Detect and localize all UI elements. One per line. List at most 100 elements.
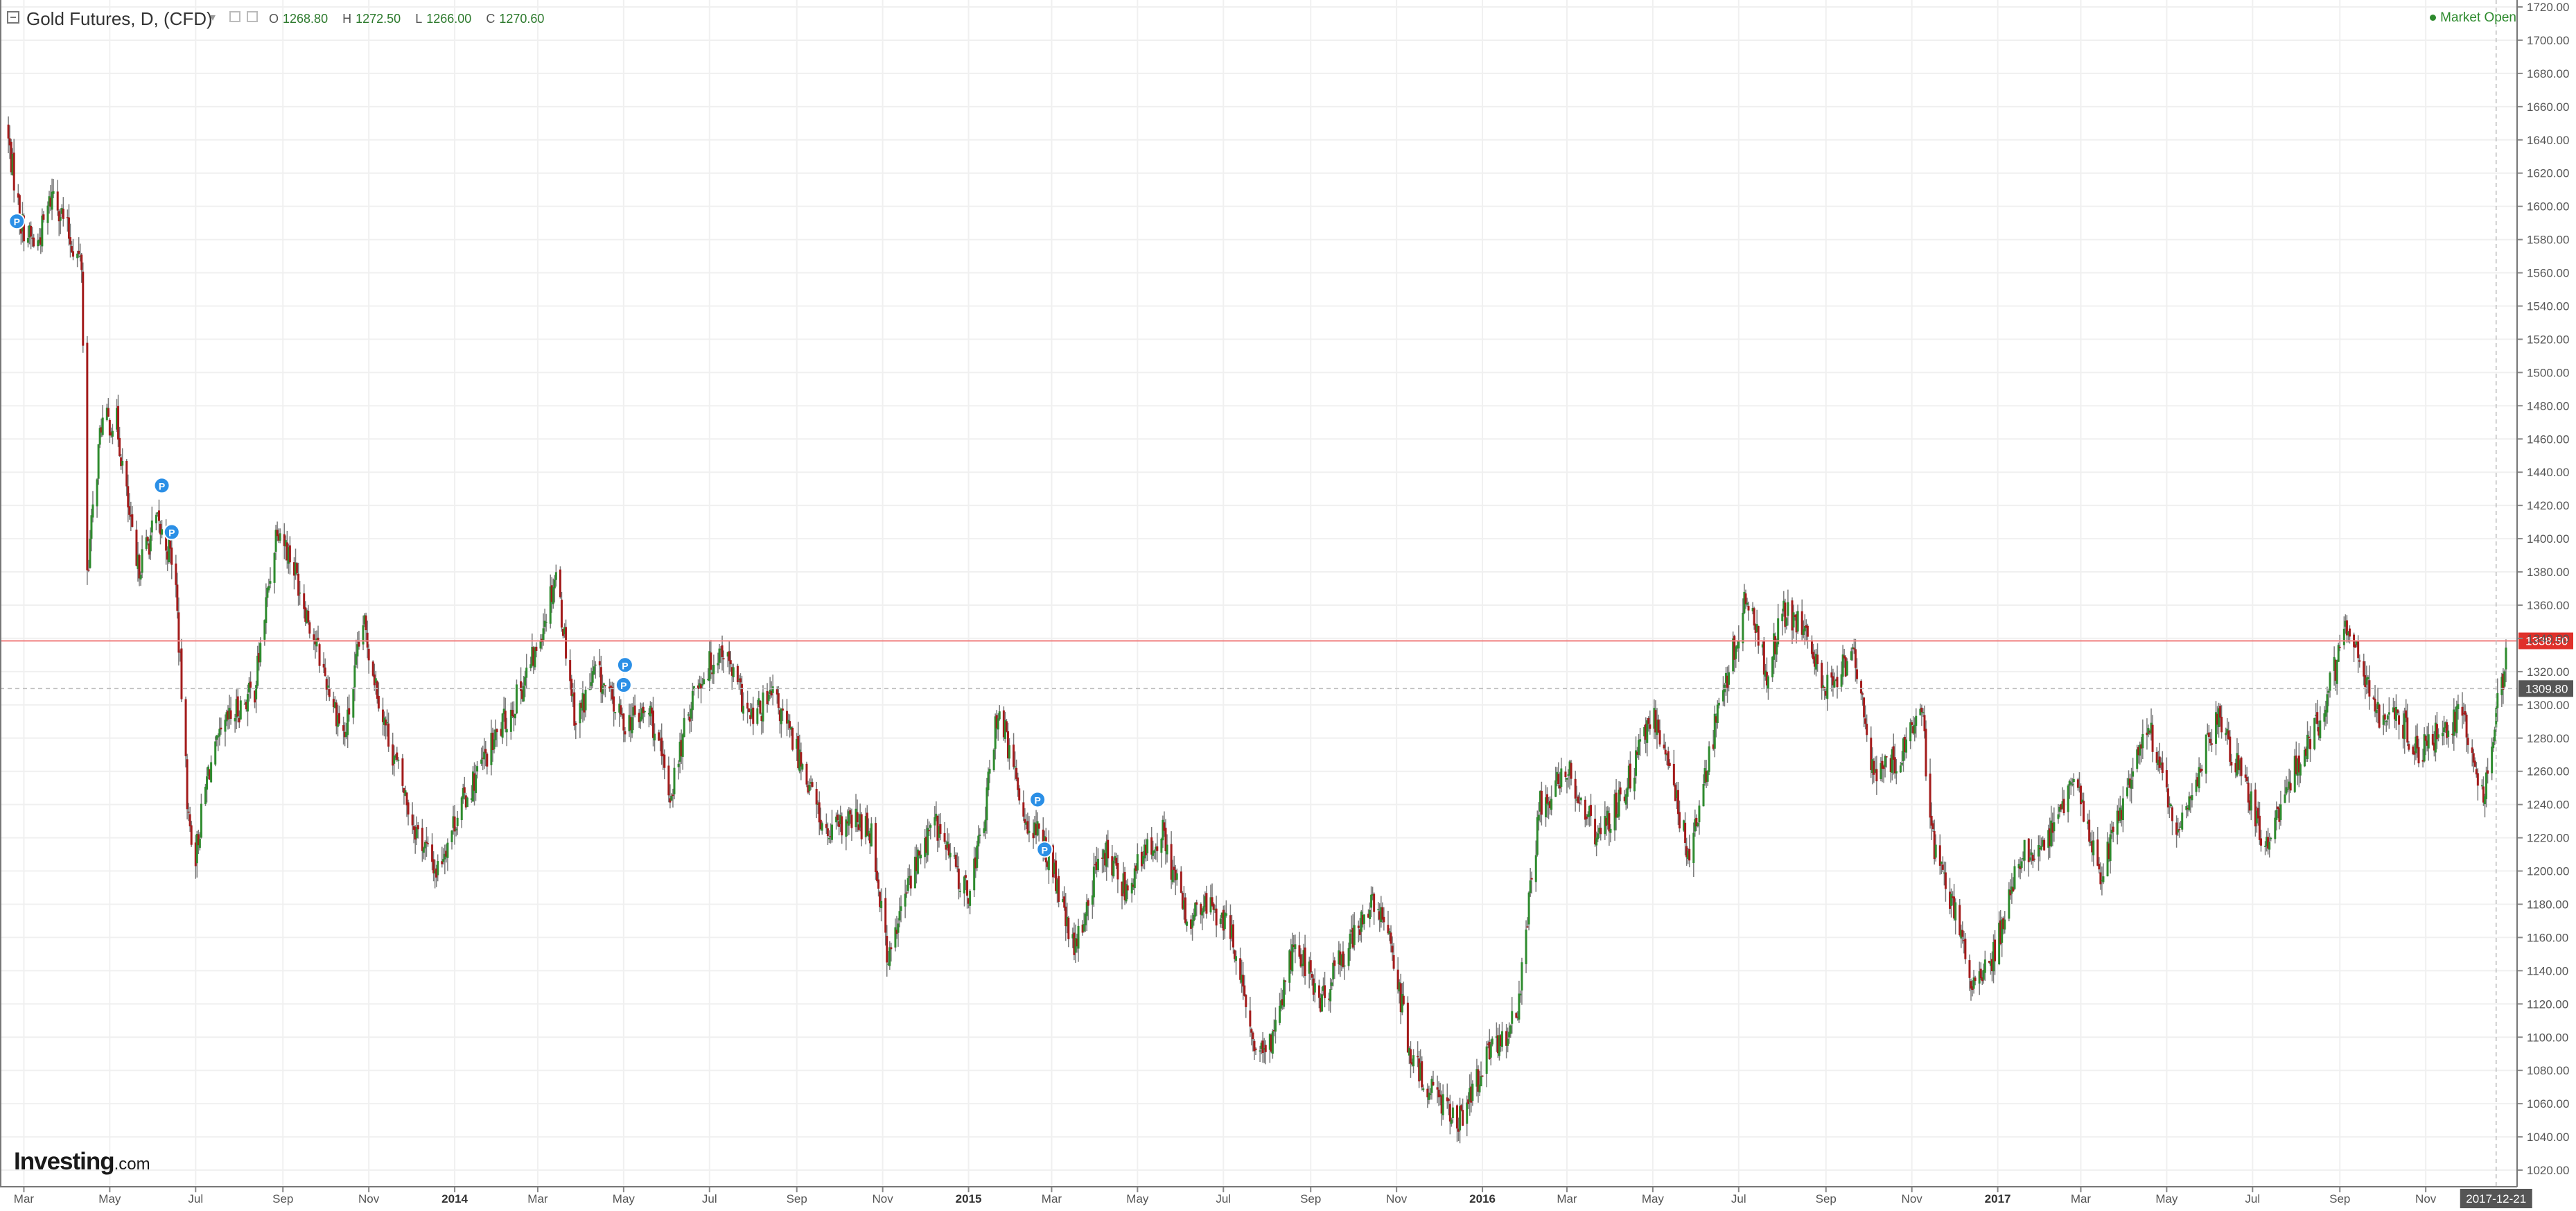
- candle-up: [450, 830, 453, 842]
- candle-down: [1076, 939, 1078, 947]
- event-marker-icon[interactable]: [8, 213, 26, 230]
- candle-up: [1260, 1043, 1263, 1049]
- candle-down: [2220, 717, 2223, 733]
- candle-up: [2218, 708, 2220, 727]
- candle-up: [59, 217, 62, 221]
- candle-down: [1623, 796, 1626, 801]
- candle-down: [1963, 940, 1965, 941]
- y-axis[interactable]: 1720.00 1700.00 1680.00 1660.00 1640.00 1620.…: [2516, 0, 2569, 1187]
- candle-up: [98, 428, 101, 445]
- candle-up: [1478, 1084, 1481, 1092]
- event-marker-icon[interactable]: [1036, 841, 1053, 858]
- candle-down: [1923, 715, 1926, 731]
- investing-logo[interactable]: Investing.com: [14, 1148, 150, 1176]
- candle-down: [1816, 654, 1819, 665]
- event-marker-icon[interactable]: [615, 677, 632, 694]
- candle-up: [1451, 1107, 1454, 1118]
- candle-down: [1866, 724, 1868, 735]
- candle-down: [1437, 1089, 1440, 1098]
- settings-icon[interactable]: [229, 11, 240, 22]
- close-icon[interactable]: [247, 11, 258, 22]
- candle-down: [1930, 815, 1933, 826]
- event-marker-icon[interactable]: [163, 523, 180, 541]
- chevron-down-icon[interactable]: ▾: [210, 12, 216, 24]
- candle-down: [2083, 801, 2085, 822]
- candle-down: [229, 710, 232, 719]
- candle-down: [1647, 717, 1650, 724]
- candle-down: [1944, 872, 1947, 889]
- candle-down: [2475, 769, 2478, 775]
- candle-down: [1619, 787, 1622, 795]
- candle-down: [2358, 660, 2361, 662]
- candle-down: [569, 660, 572, 681]
- event-marker-icon[interactable]: [1029, 791, 1046, 808]
- candle-down: [1674, 785, 1676, 801]
- candle-up: [1595, 837, 1598, 846]
- candle-up: [1071, 934, 1074, 939]
- candle-down: [148, 543, 150, 555]
- candle-down: [2043, 839, 2046, 851]
- candle-down: [2207, 732, 2210, 738]
- x-axis[interactable]: Mar May Jul Sep Nov 2014 Mar May Jul Sep Nov 2015 Ma…: [0, 0, 2517, 1205]
- candle-down: [1101, 857, 1104, 859]
- candle-down: [1676, 790, 1679, 814]
- candle-up: [279, 533, 281, 541]
- candle-down: [2137, 747, 2140, 756]
- candle-down: [766, 690, 769, 704]
- candle-down: [179, 651, 182, 653]
- candle-up: [1349, 933, 1351, 949]
- candle-down: [2405, 710, 2408, 718]
- candle-up: [2342, 629, 2345, 645]
- event-marker-icon[interactable]: [153, 477, 170, 494]
- candle-down: [1448, 1104, 1451, 1122]
- candle-up: [719, 648, 722, 650]
- candle-down: [392, 744, 394, 766]
- candle-down: [109, 432, 112, 436]
- candle-down: [325, 679, 328, 690]
- candle-down: [1505, 1031, 1508, 1046]
- candle-down: [815, 789, 818, 805]
- candle-down: [1810, 640, 1813, 654]
- candle-down: [1981, 977, 1983, 982]
- candle-up: [2057, 814, 2060, 819]
- candle-up: [1519, 993, 1522, 995]
- candle-down: [1974, 977, 1977, 982]
- candle-up: [1166, 844, 1168, 855]
- candle-up: [2078, 787, 2080, 788]
- candle-down: [570, 679, 573, 696]
- y-tick-label: 1240.00: [2527, 799, 2569, 812]
- candle-down: [642, 706, 645, 713]
- candle-up: [1182, 900, 1185, 910]
- candle-up: [509, 709, 512, 732]
- collapse-toggle-icon[interactable]: [7, 11, 19, 24]
- x-tick-label: Sep: [2329, 1192, 2350, 1205]
- candle-down: [1134, 865, 1137, 871]
- candle-down: [2210, 743, 2213, 745]
- candle-up: [1241, 975, 1243, 983]
- candle-down: [432, 859, 435, 873]
- candle-up: [76, 253, 79, 259]
- event-marker-icon[interactable]: [616, 656, 633, 674]
- candle-up: [831, 824, 834, 840]
- candle-up: [649, 706, 651, 717]
- candle-up: [1919, 708, 1922, 715]
- candle-down: [1577, 796, 1579, 803]
- candle-up: [1815, 654, 1818, 670]
- candle-down: [759, 700, 762, 714]
- candle-up: [2344, 620, 2347, 627]
- candle-up: [1687, 851, 1690, 860]
- candle-up: [383, 717, 386, 725]
- y-tick-label: 1340.00: [2527, 632, 2569, 645]
- candle-up: [243, 704, 246, 705]
- candle-down: [730, 667, 733, 676]
- candle-up: [1909, 722, 1912, 742]
- candle-down: [119, 437, 121, 456]
- candle-up: [111, 430, 114, 437]
- y-tick-label: 1480.00: [2527, 399, 2569, 412]
- candle-up: [2116, 810, 2119, 835]
- candle-down: [463, 787, 466, 793]
- candle-up: [998, 711, 1001, 720]
